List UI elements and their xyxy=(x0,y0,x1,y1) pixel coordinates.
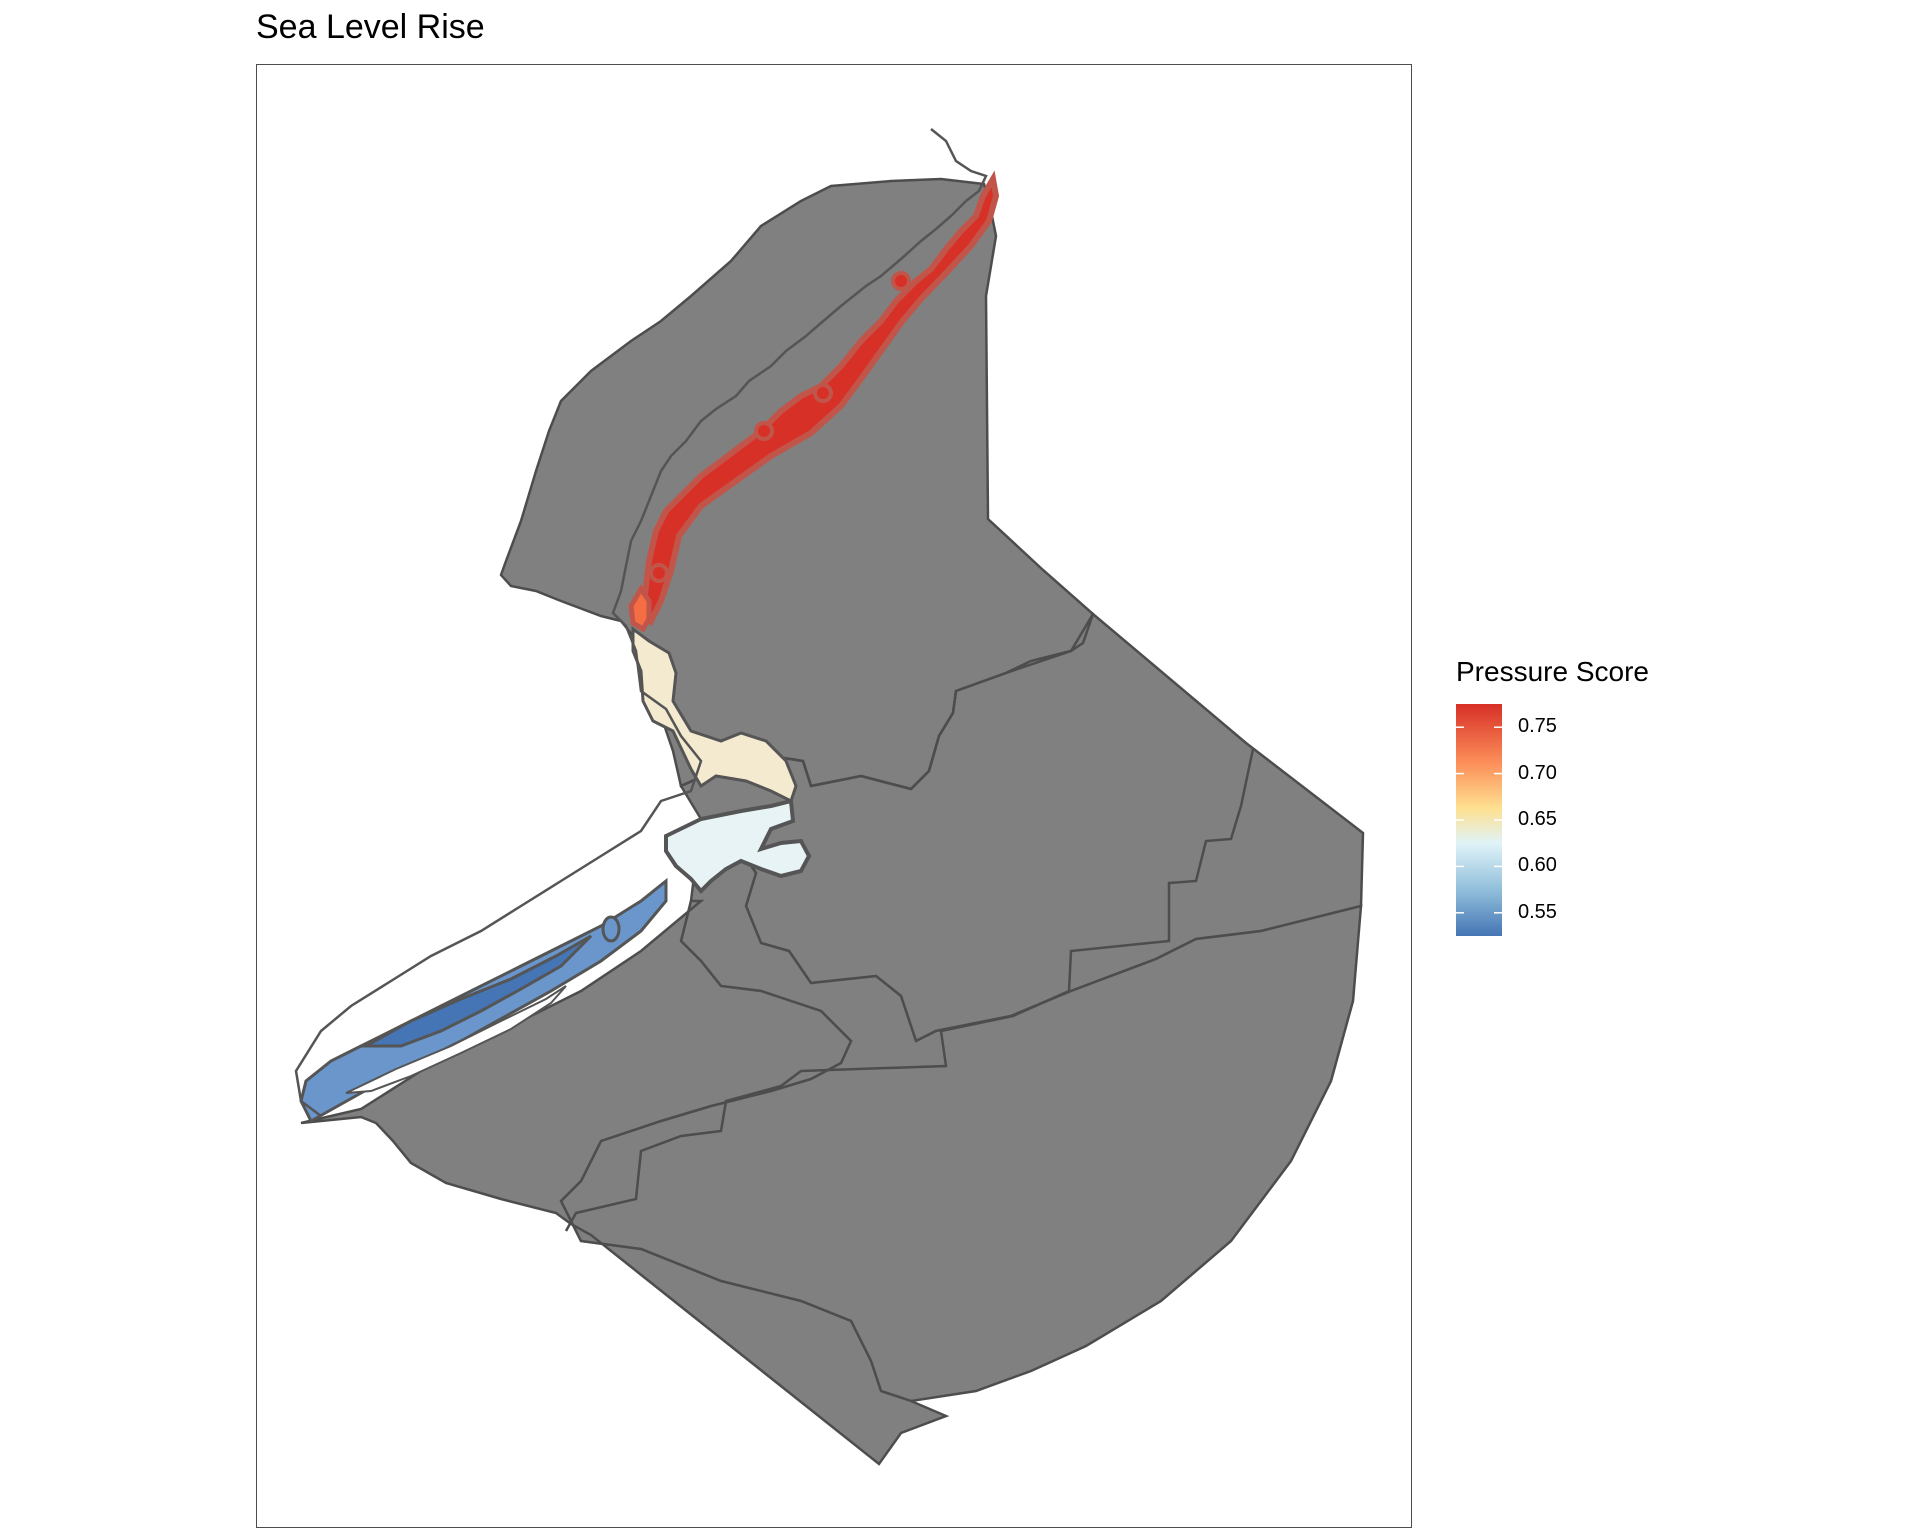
coastal-island-marker xyxy=(754,421,774,441)
legend-label: 0.70 xyxy=(1518,761,1557,784)
land-coastline xyxy=(294,128,988,1117)
map-panel xyxy=(256,64,1412,1528)
page-title: Sea Level Rise xyxy=(256,8,485,46)
offshore-region-mid-atlantic xyxy=(300,899,950,1466)
legend-label: 0.75 xyxy=(1518,715,1557,738)
coastal-island-marker xyxy=(813,383,833,403)
legend-label: 0.65 xyxy=(1518,808,1557,830)
coastal-island-long-island xyxy=(345,985,567,1094)
boundary-line-middle xyxy=(940,748,1255,1033)
legend-label: 0.60 xyxy=(1518,854,1557,877)
boundary-line-south xyxy=(564,1030,948,1232)
legend-colorbar xyxy=(1456,704,1502,936)
legend-ticks xyxy=(1456,726,1502,914)
coastal-region-nantucket-sound xyxy=(664,798,812,894)
legend-title: Pressure Score xyxy=(1456,656,1649,687)
coastal-island-block-island xyxy=(601,915,621,943)
coastal-region-massachusetts-bay xyxy=(628,584,652,633)
coastal-island-marker xyxy=(649,563,669,583)
coastal-island-marker xyxy=(891,271,911,291)
coastal-region-long-island-sound xyxy=(360,934,593,1048)
legend-label: 0.55 xyxy=(1518,900,1557,923)
map-canvas xyxy=(294,128,1365,1466)
legend: Pressure Score 0.75 0.70 0.65 0.60 0.55 xyxy=(1456,656,1756,956)
